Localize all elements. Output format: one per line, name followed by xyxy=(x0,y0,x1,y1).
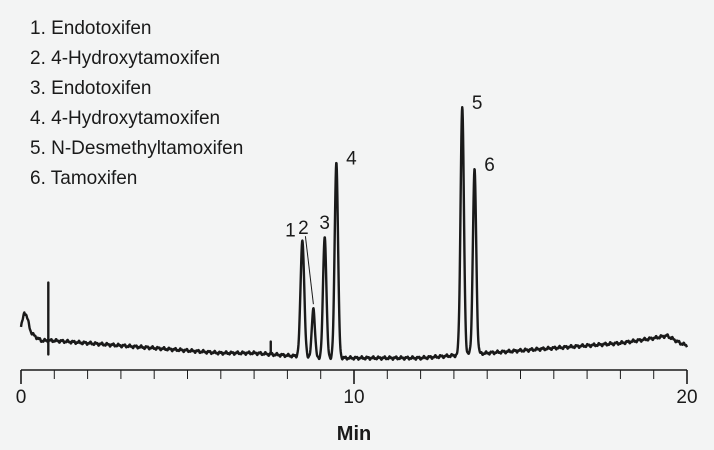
legend-item-3: 3. Endotoxifen xyxy=(30,78,151,99)
x-axis: 0 10 20 Min xyxy=(16,369,698,445)
chromatogram-trace xyxy=(19,105,689,361)
x-tick-label-10: 10 xyxy=(343,387,364,408)
legend-item-4: 4. 4-Hydroxytamoxifen xyxy=(30,108,220,129)
x-tick-label-0: 0 xyxy=(16,387,27,408)
peak-label-3: 3 xyxy=(319,213,330,234)
legend-item-2: 2. 4-Hydroxytamoxifen xyxy=(30,48,220,69)
x-tick-label-20: 20 xyxy=(676,387,697,408)
peak-label-2: 2 xyxy=(298,218,309,239)
legend-item-6: 6. Tamoxifen xyxy=(30,168,137,189)
peak-label-4: 4 xyxy=(346,149,357,170)
legend-item-1: 1. Endotoxifen xyxy=(30,18,151,39)
peak-label-5: 5 xyxy=(472,93,483,114)
peak-label-6: 6 xyxy=(484,155,495,176)
legend: 1. Endotoxifen 2. 4-Hydroxytamoxifen 3. … xyxy=(30,18,243,189)
peak-labels: 1 2 3 4 5 6 xyxy=(285,93,495,241)
x-axis-ticks xyxy=(20,370,688,384)
x-axis-title: Min xyxy=(337,423,371,445)
legend-item-5: 5. N-Desmethyltamoxifen xyxy=(30,138,243,159)
peak-label-1: 1 xyxy=(285,221,296,242)
peak-2-leader-line xyxy=(304,236,314,305)
